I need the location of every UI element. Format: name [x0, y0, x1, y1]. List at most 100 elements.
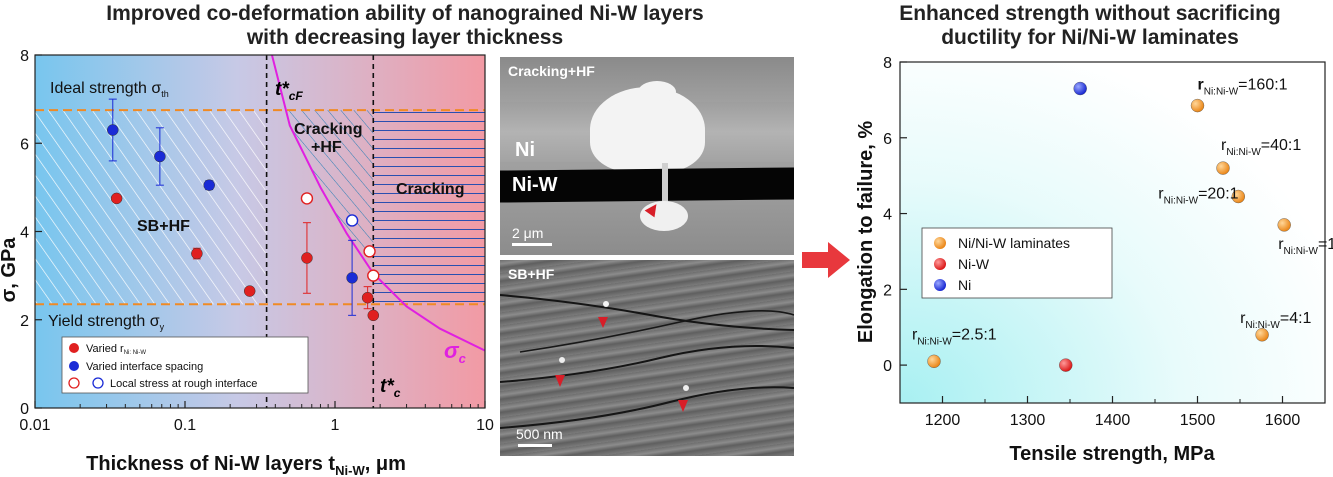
right-y-axis-label: Elongation to failure, %: [855, 121, 877, 343]
legend-blue-marker-right: [934, 279, 946, 291]
arrow-icon: [802, 242, 850, 278]
micrograph-top-label: Cracking+HF: [508, 63, 595, 79]
x-tick-label: 0.01: [19, 417, 50, 434]
region-cracking: Cracking: [396, 181, 464, 198]
legend-blue-marker: [69, 361, 79, 371]
data-point-red: [367, 309, 380, 322]
y-tick-label: 2: [20, 313, 29, 330]
top-scale-label: 2 μm: [512, 225, 544, 241]
right-legend: Ni/Ni-W laminates Ni-W Ni: [921, 227, 1113, 299]
x-tick-label: 10: [476, 417, 494, 434]
data-point-open: [367, 269, 380, 282]
left-title-line2: with decreasing layer thickness: [246, 26, 564, 49]
data-point-open: [345, 214, 359, 227]
t-c-label: t*c: [380, 376, 401, 400]
micrograph-bottom: SB+HF 500 nm: [500, 260, 794, 456]
ratio-annotation: rNi:Ni-W=2.5:1: [912, 326, 997, 347]
data-point-red: [191, 247, 203, 260]
ni-label: Ni: [515, 139, 535, 161]
right-title: Enhanced strength without sacrificing du…: [840, 2, 1333, 50]
left-x-axis-label: Thickness of Ni-W layers tNi-W, μm: [86, 453, 406, 477]
crack: [662, 163, 668, 207]
y-tick-label: 0: [20, 401, 29, 418]
ratio-annotation: rNi:Ni-W=160:1: [1198, 77, 1288, 98]
y-tick-label: 6: [20, 136, 29, 153]
ratio-annotation: rNi:Ni-W=10:1: [1278, 236, 1333, 257]
region-cracking-hf-2: +HF: [311, 139, 342, 156]
region-sb-hf-hatch: [35, 110, 267, 305]
right-y-tick-label: 8: [883, 55, 892, 72]
void-top: [638, 81, 676, 103]
legend-red-marker: [69, 343, 79, 353]
left-chart: 0.01 0.1 1 10 0 2 4 6 8 Ideal strength σth Yield…: [0, 48, 494, 477]
left-title: Improved co-deformation ability of nanog…: [20, 2, 790, 50]
legend-item-1: Varied rNi: Ni-W: [86, 343, 146, 356]
x-tick-label: 0.1: [174, 417, 196, 434]
right-y-tick-label: 2: [883, 282, 892, 299]
laminate-point: [1231, 189, 1245, 204]
t-cf-label: t*cF: [275, 79, 303, 103]
shear-bands: [500, 294, 794, 429]
right-x-axis-label: Tensile strength, MPa: [1009, 443, 1215, 465]
data-point-red: [361, 291, 374, 304]
micrograph-bottom-label: SB+HF: [508, 266, 555, 282]
data-point-red: [301, 252, 313, 264]
legend-item-2: Varied interface spacing: [86, 361, 203, 373]
y-tick-label: 4: [20, 225, 29, 242]
right-x-tick-label: 1600: [1265, 412, 1301, 429]
legend-ni: Ni: [958, 277, 971, 293]
data-point-open: [300, 192, 314, 205]
legend-niw: Ni-W: [958, 256, 990, 272]
niw-label: Ni-W: [512, 174, 558, 196]
x-tick-label: 1: [331, 417, 340, 434]
right-y-tick-label: 4: [883, 207, 892, 224]
ni-point: [1073, 81, 1087, 96]
yield-strength-label: Yield strength σy: [48, 313, 165, 332]
y-tick-label: 8: [20, 48, 29, 65]
sigma-c-label: σc: [444, 338, 467, 366]
region-cracking-hf-1: Cracking: [294, 121, 362, 138]
top-scale-bar: [512, 243, 552, 246]
data-point-blue: [107, 124, 119, 136]
legend-red-open-marker: [68, 377, 80, 389]
region-cracking-hatch: [373, 110, 485, 305]
left-y-axis-label: σ, GPa: [0, 237, 20, 303]
left-legend: Varied rNi: Ni-W Varied interface spacin…: [61, 336, 309, 394]
right-x-tick-label: 1200: [925, 412, 961, 429]
region-sb-hf: SB+HF: [137, 218, 190, 235]
laminate-point: [927, 354, 941, 369]
bottom-scale-bar: [518, 444, 552, 447]
data-point-red: [110, 192, 123, 205]
legend-laminates: Ni/Ni-W laminates: [958, 235, 1070, 251]
legend-blue-open-marker: [92, 377, 104, 389]
laminate-point: [1216, 161, 1230, 175]
right-y-tick-label: 6: [883, 131, 892, 148]
legend-orange-marker: [934, 237, 946, 249]
laminate-point: [1255, 328, 1269, 342]
micrograph-top: Cracking+HF Ni Ni-W 2 μm: [500, 57, 794, 255]
ratio-annotation: rNi:Ni-W=20:1: [1158, 186, 1238, 207]
legend-item-3: Local stress at rough interface: [110, 378, 257, 390]
data-point-blue: [346, 272, 358, 284]
right-title-line1: Enhanced strength without sacrificing: [899, 2, 1281, 25]
sigma-c-curve: [270, 55, 485, 352]
void-lower: [640, 201, 688, 231]
data-point-open: [363, 245, 376, 258]
laminate-point: [1190, 98, 1205, 113]
niw-point: [1059, 358, 1073, 372]
data-point-blue: [154, 150, 166, 163]
right-chart: 1200 1300 1400 1500 1600 0 2 4 6 8 rNi:Ni-W=160:1…: [855, 55, 1333, 465]
ratio-annotation: rNi:Ni-W=40:1: [1221, 137, 1301, 158]
legend-red-marker-right: [934, 258, 946, 270]
data-point-blue: [203, 179, 215, 191]
right-title-line2: ductility for Ni/Ni-W laminates: [941, 26, 1239, 49]
laminate-point: [1277, 218, 1291, 232]
bottom-scale-label: 500 nm: [516, 426, 563, 442]
ideal-strength-label: Ideal strength σth: [50, 80, 169, 99]
right-x-tick-label: 1400: [1095, 412, 1131, 429]
ratio-annotation: rNi:Ni-W=4:1: [1240, 310, 1311, 331]
right-y-tick-label: 0: [883, 358, 892, 375]
left-title-line1: Improved co-deformation ability of nanog…: [106, 2, 704, 25]
right-x-tick-label: 1500: [1180, 412, 1216, 429]
right-x-tick-label: 1300: [1010, 412, 1046, 429]
